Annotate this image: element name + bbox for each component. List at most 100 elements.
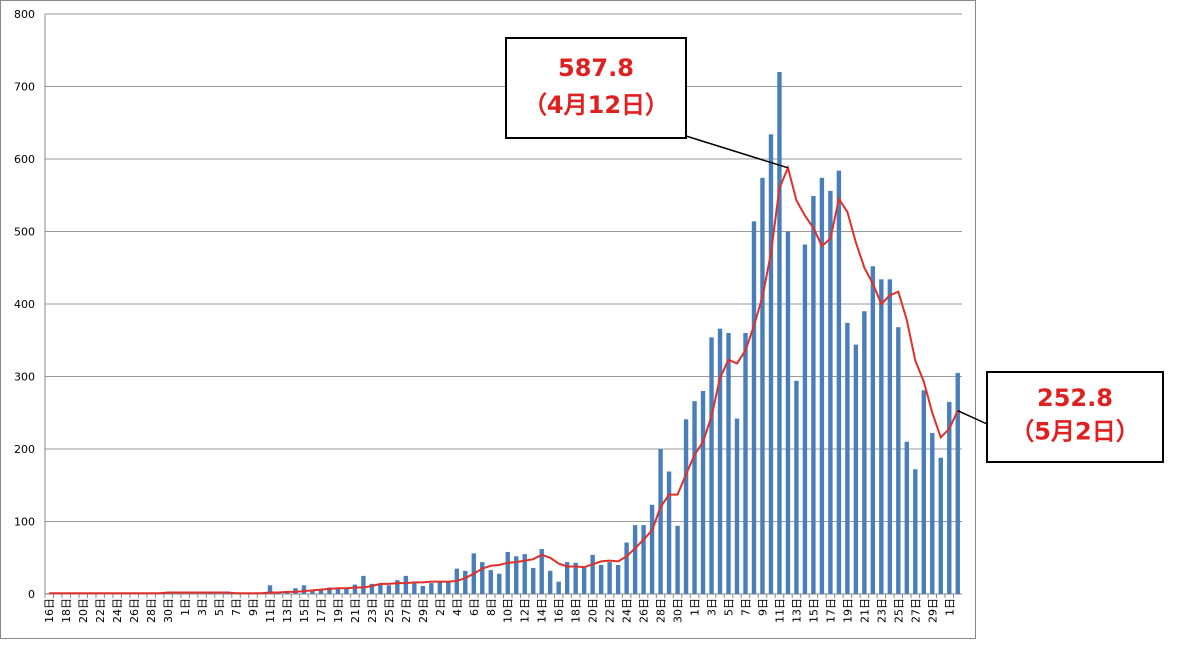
x-tick-label: 21日: [858, 598, 871, 623]
bar: [174, 593, 179, 594]
x-tick-label: 1日: [943, 598, 956, 616]
bar: [573, 562, 578, 594]
bar: [429, 583, 434, 594]
x-tick-label: 5日: [213, 598, 226, 616]
bar: [658, 449, 663, 594]
bar: [811, 195, 816, 594]
bar: [531, 567, 536, 594]
annotation-value: 587.8: [558, 54, 634, 82]
x-tick-label: 17日: [315, 598, 328, 623]
bar: [947, 401, 952, 594]
x-tick-label: 15日: [807, 598, 820, 623]
x-tick-label: 30日: [162, 598, 175, 623]
x-tick-label: 3日: [196, 598, 209, 616]
bar: [751, 221, 757, 594]
bar: [845, 322, 850, 594]
bar: [318, 589, 324, 594]
bar: [378, 584, 383, 594]
bar: [276, 593, 281, 594]
x-tick-label: 12日: [519, 598, 532, 623]
x-tick-label: 22日: [94, 598, 107, 623]
bar: [395, 580, 400, 594]
bar: [768, 134, 774, 594]
bar: [352, 584, 358, 594]
x-tick-label: 7日: [230, 598, 243, 616]
x-tick-label: 30日: [672, 598, 685, 623]
bar: [267, 585, 273, 594]
x-tick-label: 13日: [281, 598, 294, 623]
bar: [862, 311, 867, 594]
x-tick-label: 18日: [570, 598, 583, 623]
bar: [522, 554, 527, 594]
bar: [870, 266, 876, 594]
x-tick-label: 1日: [179, 598, 192, 616]
x-tick-label: 7日: [739, 598, 752, 616]
bar: [955, 372, 960, 594]
x-tick-label: 28日: [145, 598, 158, 623]
bar: [403, 575, 409, 594]
bar: [921, 390, 926, 594]
bar: [853, 344, 859, 594]
bar: [310, 589, 315, 594]
x-tick-label: 10日: [502, 598, 515, 623]
bar: [666, 471, 672, 594]
x-tick-label: 5日: [723, 598, 736, 616]
x-tick-label: 19日: [841, 598, 854, 623]
bar: [760, 177, 765, 594]
bar: [497, 573, 502, 594]
x-tick-label: 28日: [655, 598, 668, 623]
bar: [879, 279, 884, 594]
x-tick-label: 9日: [756, 598, 769, 616]
bar: [794, 380, 799, 594]
bar: [47, 593, 52, 594]
bar: [930, 433, 935, 594]
x-tick-label: 2日: [434, 598, 447, 616]
x-tick-label: 13日: [790, 598, 803, 623]
x-tick-label: 4日: [451, 598, 464, 616]
bar: [335, 587, 341, 594]
bar: [556, 581, 561, 594]
bar: [641, 525, 646, 594]
x-tick-label: 26日: [128, 598, 141, 623]
bar: [581, 566, 587, 594]
bar: [344, 587, 349, 594]
y-tick-label: 200: [14, 443, 35, 456]
annotation-date: （4月12日）: [523, 91, 669, 119]
x-tick-label: 27日: [400, 598, 413, 623]
y-tick-label: 300: [14, 371, 35, 384]
bar: [709, 337, 714, 594]
bar: [386, 585, 392, 594]
annotation-date: （5月2日）: [1010, 418, 1139, 446]
bar: [734, 418, 740, 594]
y-tick-label: 400: [14, 298, 35, 311]
x-tick-label: 19日: [332, 598, 345, 623]
y-tick-label: 100: [14, 516, 35, 529]
bar: [505, 551, 510, 594]
bar: [420, 586, 426, 594]
bar: [802, 244, 808, 595]
x-tick-label: 8日: [485, 598, 498, 616]
x-tick-label: 20日: [77, 598, 90, 623]
bar: [913, 469, 918, 594]
x-tick-label: 1日: [689, 598, 702, 616]
x-tick-label: 9日: [247, 598, 260, 616]
bar: [836, 170, 842, 594]
bar: [624, 542, 629, 594]
bar: [225, 593, 230, 594]
x-tick-label: 24日: [111, 598, 124, 623]
y-tick-label: 0: [28, 588, 35, 601]
bar: [327, 587, 332, 594]
y-tick-label: 500: [14, 226, 35, 239]
bar: [488, 570, 493, 594]
bar: [777, 72, 782, 594]
y-tick-label: 800: [14, 8, 35, 21]
x-tick-label: 22日: [604, 598, 617, 623]
y-tick-label: 700: [14, 81, 35, 94]
bar: [564, 562, 570, 594]
bar: [369, 583, 375, 594]
bar: [412, 582, 417, 594]
bar: [700, 391, 706, 594]
x-tick-label: 11日: [264, 598, 277, 623]
x-tick-label: 26日: [638, 598, 651, 623]
